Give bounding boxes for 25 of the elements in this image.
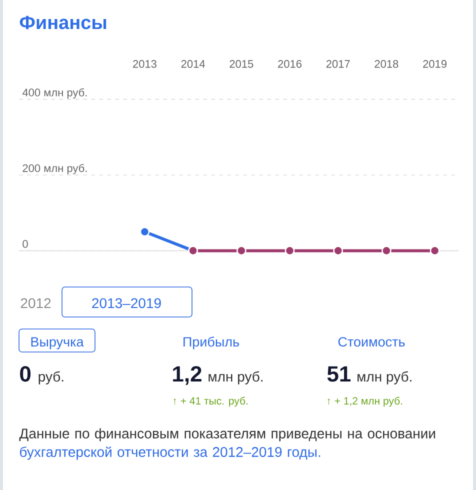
text: Данные по финансовым показателям приведены на основании [19,428,436,442]
x-tick-label: 2016 [278,60,302,68]
text: млн руб. [358,371,412,384]
x-tick-label: 2018 [374,60,398,68]
text: ↑ + 1,2 млн руб. [328,396,402,407]
text: 51 [327,366,351,382]
chart-title: Финансы [20,16,106,30]
y-tick-label: 0 [22,240,28,248]
text: бухгалтерской отчетности за 2012–2019 годы. [20,446,320,460]
text: ↑ + 41 тыс. руб. [174,396,248,407]
x-tick-label: 2013 [133,60,156,68]
text: Стоимость [338,337,405,347]
x-tick-label: 2014 [181,60,205,68]
text: 1,2 [173,366,202,385]
x-tick-label: 2019 [423,60,447,68]
x-tick-label: 2015 [230,60,254,68]
text: руб. [38,371,64,384]
y-tick-label: 400 млн руб. [22,88,87,99]
x-tick-label: 2017 [326,60,350,68]
text: млн руб. [208,371,263,384]
text: Выручка [31,337,84,350]
y-tick-label: 200 млн руб. [22,164,87,174]
text: Прибыль [184,336,239,350]
text: 2013–2019 [92,298,161,308]
text: 2012 [20,298,51,308]
